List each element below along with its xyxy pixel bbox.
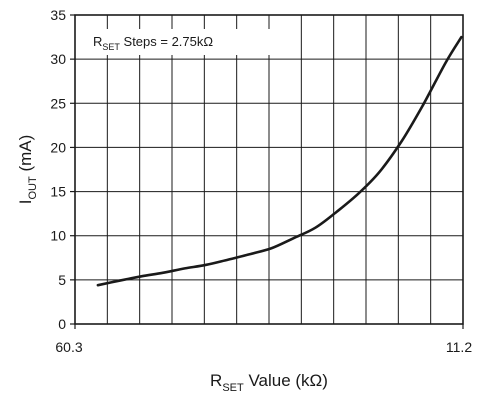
y-tick-label: 5	[58, 272, 66, 288]
series-line	[96, 35, 463, 287]
y-tick-label: 10	[50, 228, 66, 244]
y-axis-title: IOUT (mA)	[16, 135, 39, 205]
rset-steps-annotation: RSET Steps = 2.75kΩ	[93, 34, 213, 52]
x-tick-label: 11.2	[446, 339, 472, 355]
annotation-background	[85, 29, 275, 55]
x-tick-label: 60.3	[55, 339, 82, 355]
y-tick-label: 25	[50, 95, 66, 111]
x-tick-labels: 60.3 11.2	[55, 324, 472, 355]
annotation-box: RSET Steps = 2.75kΩ	[85, 29, 275, 55]
grid	[75, 15, 463, 324]
y-tick-label: 35	[50, 7, 66, 23]
x-axis-title: RSET Value (kΩ)	[210, 371, 328, 394]
y-tick-label: 15	[50, 184, 66, 200]
y-tick-label: 20	[50, 139, 66, 155]
y-tick-label: 0	[58, 316, 66, 332]
y-tick-labels: 0 5 10 15 20 25 30 35	[50, 7, 75, 332]
y-tick-label: 30	[50, 51, 66, 67]
